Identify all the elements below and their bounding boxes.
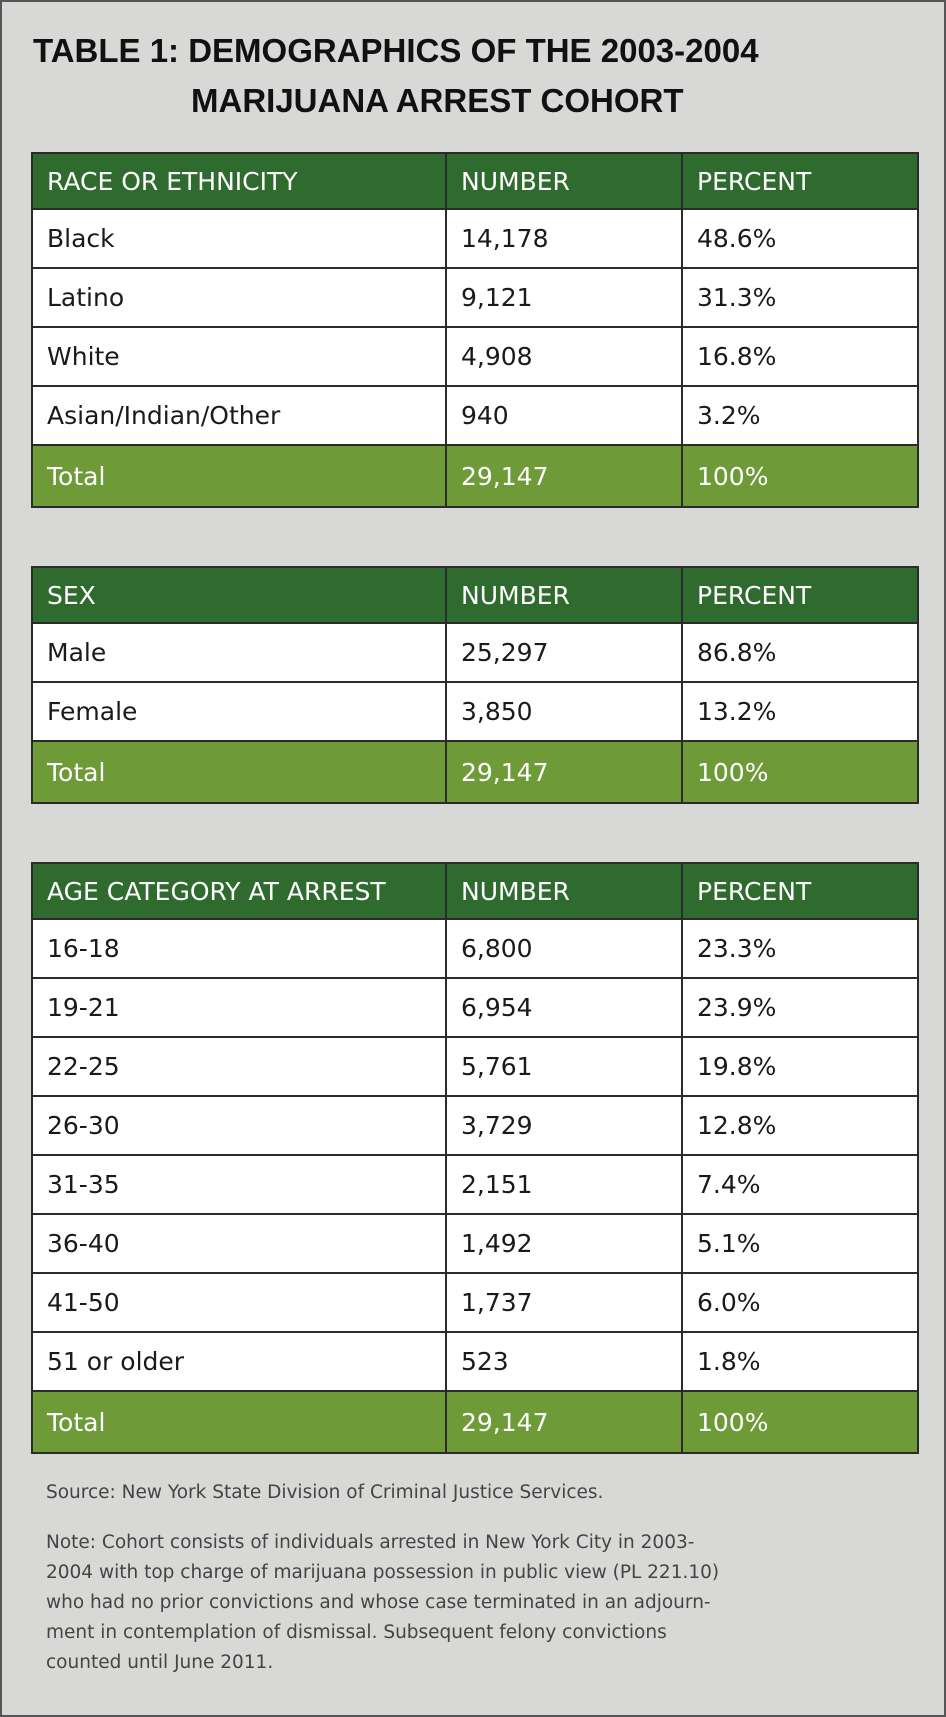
cell: 1,737 <box>445 1272 683 1333</box>
cell: Asian/Indian/Other <box>31 385 447 446</box>
table-body: RACE OR ETHNICITY NUMBER PERCENT Black 14,17… <box>31 152 919 508</box>
cell: 29,147 <box>445 444 683 508</box>
cell: 23.3% <box>681 918 919 979</box>
cell: 6.0% <box>681 1272 919 1333</box>
cell: 25,297 <box>445 622 683 683</box>
cell: NUMBER <box>445 862 683 920</box>
cell: 940 <box>445 385 683 446</box>
cell: NUMBER <box>445 152 683 210</box>
total-row: Total 29,147 100% <box>31 740 919 804</box>
data-table: RACE OR ETHNICITY NUMBER PERCENT Black 14,17… <box>31 152 919 508</box>
table-body: AGE CATEGORY AT ARREST NUMBER PERCENT 16-18… <box>31 862 919 1454</box>
note-line: who had no prior convictions and whose c… <box>46 1592 711 1613</box>
note-line: ment in contemplation of dismissal. Subs… <box>46 1622 667 1643</box>
table-row: 31-35 2,151 7.4% <box>31 1154 919 1215</box>
cell: 14,178 <box>445 208 683 269</box>
table-row: White 4,908 16.8% <box>31 326 919 387</box>
header-row: RACE OR ETHNICITY NUMBER PERCENT <box>31 152 919 210</box>
cell: Black <box>31 208 447 269</box>
cell: 41-50 <box>31 1272 447 1333</box>
cell: 100% <box>681 444 919 508</box>
cell: 29,147 <box>445 1390 683 1454</box>
cell: NUMBER <box>445 566 683 624</box>
cell: 26-30 <box>31 1095 447 1156</box>
total-row: Total 29,147 100% <box>31 444 919 508</box>
cell: 1.8% <box>681 1331 919 1392</box>
table-body: SEX NUMBER PERCENT Male 25,297 86.8% Female 3,8… <box>31 566 919 804</box>
cell: 100% <box>681 740 919 804</box>
cell: 19.8% <box>681 1036 919 1097</box>
cell: 6,800 <box>445 918 683 979</box>
table-row: 22-25 5,761 19.8% <box>31 1036 919 1097</box>
table-row: 36-40 1,492 5.1% <box>31 1213 919 1274</box>
cell: RACE OR ETHNICITY <box>31 152 447 210</box>
source: Source: New York State Division of Crimi… <box>46 1482 604 1503</box>
cell: 29,147 <box>445 740 683 804</box>
data-table: AGE CATEGORY AT ARREST NUMBER PERCENT 16-18… <box>31 862 919 1454</box>
cell: 9,121 <box>445 267 683 328</box>
cell: 22-25 <box>31 1036 447 1097</box>
cell: 5.1% <box>681 1213 919 1274</box>
cell: 100% <box>681 1390 919 1454</box>
total-row: Total 29,147 100% <box>31 1390 919 1454</box>
cell: Male <box>31 622 447 683</box>
table-row: 19-21 6,954 23.9% <box>31 977 919 1038</box>
cell: PERCENT <box>681 152 919 210</box>
cell: 48.6% <box>681 208 919 269</box>
table-row: 51 or older 523 1.8% <box>31 1331 919 1392</box>
cell: 1,492 <box>445 1213 683 1274</box>
data-table: SEX NUMBER PERCENT Male 25,297 86.8% Female 3,8… <box>31 566 919 804</box>
header-row: SEX NUMBER PERCENT <box>31 566 919 624</box>
cell: 3,729 <box>445 1095 683 1156</box>
cell: PERCENT <box>681 862 919 920</box>
cell: 16-18 <box>31 918 447 979</box>
cell: 3.2% <box>681 385 919 446</box>
table-row: 16-18 6,800 23.3% <box>31 918 919 979</box>
cell: 12.8% <box>681 1095 919 1156</box>
cell: 16.8% <box>681 326 919 387</box>
cell: Latino <box>31 267 447 328</box>
cell: Female <box>31 681 447 742</box>
note-line: Note: Cohort consists of individuals arr… <box>46 1532 695 1553</box>
cell: 2,151 <box>445 1154 683 1215</box>
note-line: counted until June 2011. <box>46 1652 274 1673</box>
note-line: 2004 with top charge of marijuana posses… <box>46 1562 720 1583</box>
cell: 19-21 <box>31 977 447 1038</box>
table-row: Latino 9,121 31.3% <box>31 267 919 328</box>
cell: AGE CATEGORY AT ARREST <box>31 862 447 920</box>
cell: 36-40 <box>31 1213 447 1274</box>
table-row: Asian/Indian/Other 940 3.2% <box>31 385 919 446</box>
header-row: AGE CATEGORY AT ARREST NUMBER PERCENT <box>31 862 919 920</box>
cell: 31-35 <box>31 1154 447 1215</box>
cell: PERCENT <box>681 566 919 624</box>
cell: 13.2% <box>681 681 919 742</box>
table-row: Male 25,297 86.8% <box>31 622 919 683</box>
cell: 6,954 <box>445 977 683 1038</box>
cell: 3,850 <box>445 681 683 742</box>
cell: 23.9% <box>681 977 919 1038</box>
table-row: 26-30 3,729 12.8% <box>31 1095 919 1156</box>
cell: 7.4% <box>681 1154 919 1215</box>
cell: Total <box>31 1390 447 1454</box>
cell: 523 <box>445 1331 683 1392</box>
table-row: Female 3,850 13.2% <box>31 681 919 742</box>
title: MARIJUANA ARREST COHORT <box>191 82 684 119</box>
cell: 51 or older <box>31 1331 447 1392</box>
cell: 86.8% <box>681 622 919 683</box>
cell: 31.3% <box>681 267 919 328</box>
cell: Total <box>31 444 447 508</box>
cell: 5,761 <box>445 1036 683 1097</box>
cell: White <box>31 326 447 387</box>
cell: Total <box>31 740 447 804</box>
cell: 4,908 <box>445 326 683 387</box>
cell: SEX <box>31 566 447 624</box>
table-row: 41-50 1,737 6.0% <box>31 1272 919 1333</box>
table-row: Black 14,178 48.6% <box>31 208 919 269</box>
title: TABLE 1: DEMOGRAPHICS OF THE 2003-2004 <box>33 32 759 69</box>
